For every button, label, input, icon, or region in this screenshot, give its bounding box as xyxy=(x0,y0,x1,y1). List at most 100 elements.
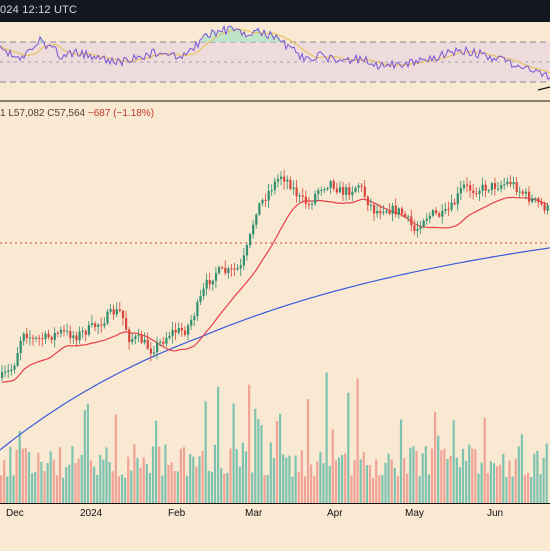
candle xyxy=(273,177,276,195)
volume-bar xyxy=(266,475,269,503)
candle xyxy=(211,279,214,291)
volume-bar xyxy=(492,463,496,503)
candle xyxy=(497,181,500,192)
volume-bar xyxy=(164,444,167,503)
candle xyxy=(481,177,484,197)
volume-bar xyxy=(161,475,164,503)
candle xyxy=(270,184,273,196)
candle-body xyxy=(540,202,543,205)
candle xyxy=(493,177,497,196)
candle xyxy=(332,178,335,192)
volume-bar xyxy=(133,444,136,503)
candle xyxy=(286,175,289,190)
candle xyxy=(348,182,351,201)
candle xyxy=(258,202,261,216)
candle xyxy=(25,327,28,344)
candle-body xyxy=(242,255,245,266)
candle xyxy=(205,273,208,296)
volume-bar xyxy=(31,473,34,503)
candle xyxy=(143,332,146,345)
candle xyxy=(487,188,490,194)
candle xyxy=(317,187,320,202)
volume-bar xyxy=(55,475,58,503)
candle-body xyxy=(397,208,400,215)
candle xyxy=(431,208,435,218)
candle-body xyxy=(140,335,143,343)
candle xyxy=(338,181,342,194)
x-tick-label: 2024 xyxy=(80,508,103,519)
candle-body xyxy=(59,329,63,334)
volume-bar xyxy=(117,476,120,503)
volume-bar xyxy=(396,476,399,503)
time-axis[interactable]: Dec 2024 Feb Mar Apr May Jun xyxy=(0,503,550,551)
candle xyxy=(388,203,391,216)
candle xyxy=(267,183,270,209)
candle xyxy=(376,204,379,218)
candle xyxy=(190,315,193,331)
candle-body xyxy=(56,332,59,334)
candle-body xyxy=(326,187,329,190)
candle xyxy=(512,176,515,190)
volume-bar xyxy=(288,455,291,503)
volume-bar xyxy=(217,386,220,503)
candle xyxy=(146,332,149,350)
candle-body xyxy=(484,184,487,191)
candle xyxy=(345,183,348,201)
volume-bar xyxy=(471,448,474,503)
candle xyxy=(382,205,385,216)
candle-body xyxy=(338,187,342,193)
candle xyxy=(159,339,162,347)
candle xyxy=(149,341,152,362)
volume-bar xyxy=(384,462,387,503)
candle-body xyxy=(208,279,211,285)
candle-body xyxy=(255,214,258,225)
volume-bar xyxy=(99,455,102,503)
volume-bar xyxy=(195,466,198,503)
candle xyxy=(351,185,354,202)
timestamp-label: 024 12:12 UTC xyxy=(0,4,78,16)
x-tick-label: Apr xyxy=(327,508,343,519)
candle-body xyxy=(462,184,466,188)
candle-body xyxy=(78,331,81,341)
candle-body xyxy=(534,198,537,200)
candle-body xyxy=(109,309,112,312)
volume-bar xyxy=(294,455,297,503)
ma-fast-line xyxy=(1,196,548,383)
volume-bar xyxy=(204,401,207,503)
volume-bar xyxy=(124,477,127,503)
volume-bar xyxy=(310,464,313,503)
candle-body xyxy=(314,193,317,204)
volume-bar xyxy=(449,455,452,503)
volume-bar xyxy=(3,459,6,503)
x-tick-label: Jun xyxy=(487,508,504,519)
candle xyxy=(509,175,512,188)
candle xyxy=(187,323,190,341)
volume-bar xyxy=(52,459,55,503)
candle xyxy=(180,323,183,337)
candle xyxy=(379,204,382,220)
candle xyxy=(329,180,332,194)
volume-bar xyxy=(523,474,527,503)
candle-body xyxy=(450,202,453,210)
candle xyxy=(35,335,38,342)
candle-body xyxy=(128,329,131,343)
candle-body xyxy=(87,324,90,335)
candle xyxy=(10,364,13,376)
volume-bar xyxy=(530,477,533,503)
volume-bar xyxy=(6,476,9,503)
volume-bar xyxy=(306,399,310,503)
candle xyxy=(118,302,121,313)
candle-body xyxy=(245,245,249,256)
candle-body xyxy=(518,191,521,193)
candle xyxy=(56,330,59,338)
candle xyxy=(546,202,549,215)
candle-body xyxy=(239,265,242,269)
volume-bar xyxy=(232,403,235,503)
candle xyxy=(199,289,202,306)
candle xyxy=(419,221,422,235)
candle xyxy=(534,196,537,203)
volume-bar xyxy=(350,475,353,503)
candle-body xyxy=(162,341,165,344)
candle-body xyxy=(214,273,218,281)
